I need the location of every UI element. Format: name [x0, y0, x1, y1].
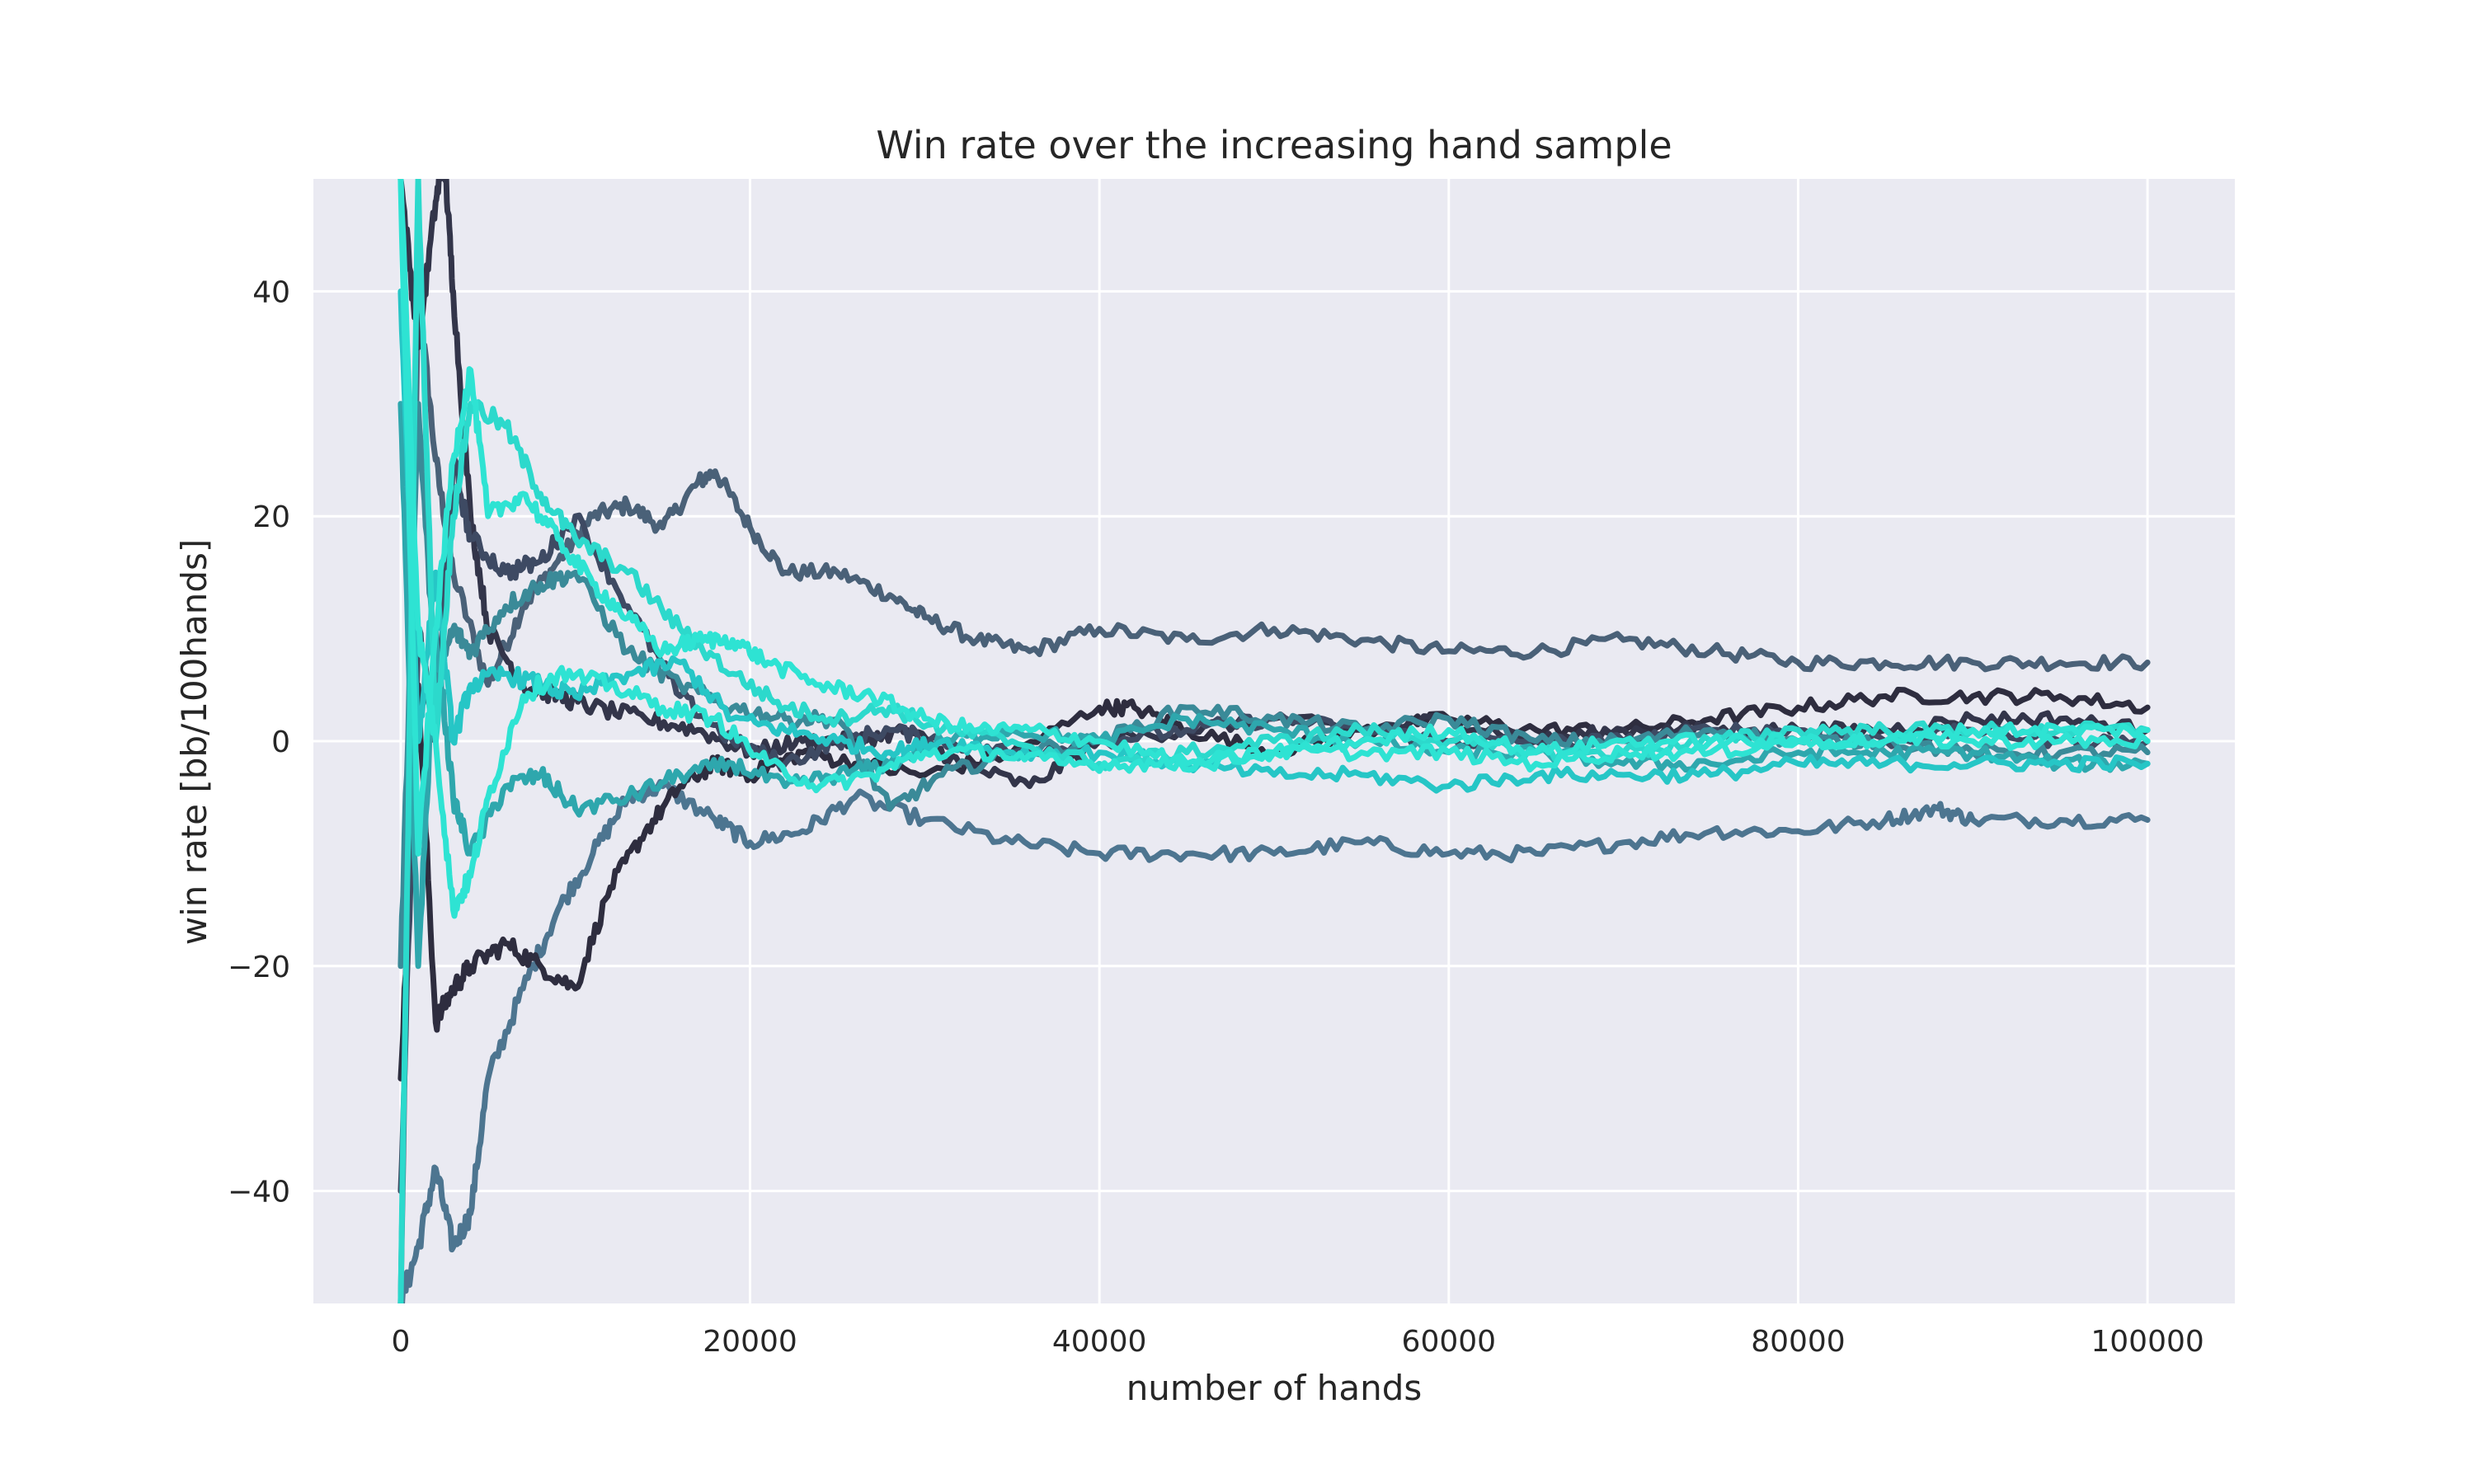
series-group — [397, 179, 2151, 1303]
x-axis-label: number of hands — [1126, 1368, 1423, 1408]
series-line-10 — [397, 179, 2151, 857]
series-line-11 — [397, 179, 2151, 919]
y-tick-label: 0 — [271, 726, 290, 759]
chart-title: Win rate over the increasing hand sample — [876, 123, 1672, 167]
y-tick-label: 20 — [252, 500, 290, 534]
series-line-8 — [397, 288, 2151, 794]
y-axis-ticks: −40 −20 0 20 40 — [228, 275, 290, 1209]
x-tick-label: 0 — [391, 1325, 410, 1359]
x-tick-label: 100000 — [2091, 1325, 2204, 1359]
y-tick-label: −20 — [228, 951, 290, 984]
series-line-2 — [397, 778, 2151, 1303]
y-axis-label: win rate [bb/100hands] — [174, 539, 214, 946]
x-axis-ticks: 0 20000 40000 60000 80000 100000 — [391, 1325, 2204, 1359]
x-tick-label: 40000 — [1052, 1325, 1147, 1359]
y-tick-label: −40 — [228, 1176, 290, 1209]
series-line-3 — [397, 682, 2151, 1082]
x-tick-label: 80000 — [1751, 1325, 1846, 1359]
x-tick-label: 20000 — [703, 1325, 797, 1359]
x-tick-label: 60000 — [1402, 1325, 1497, 1359]
y-tick-label: 40 — [252, 275, 290, 309]
